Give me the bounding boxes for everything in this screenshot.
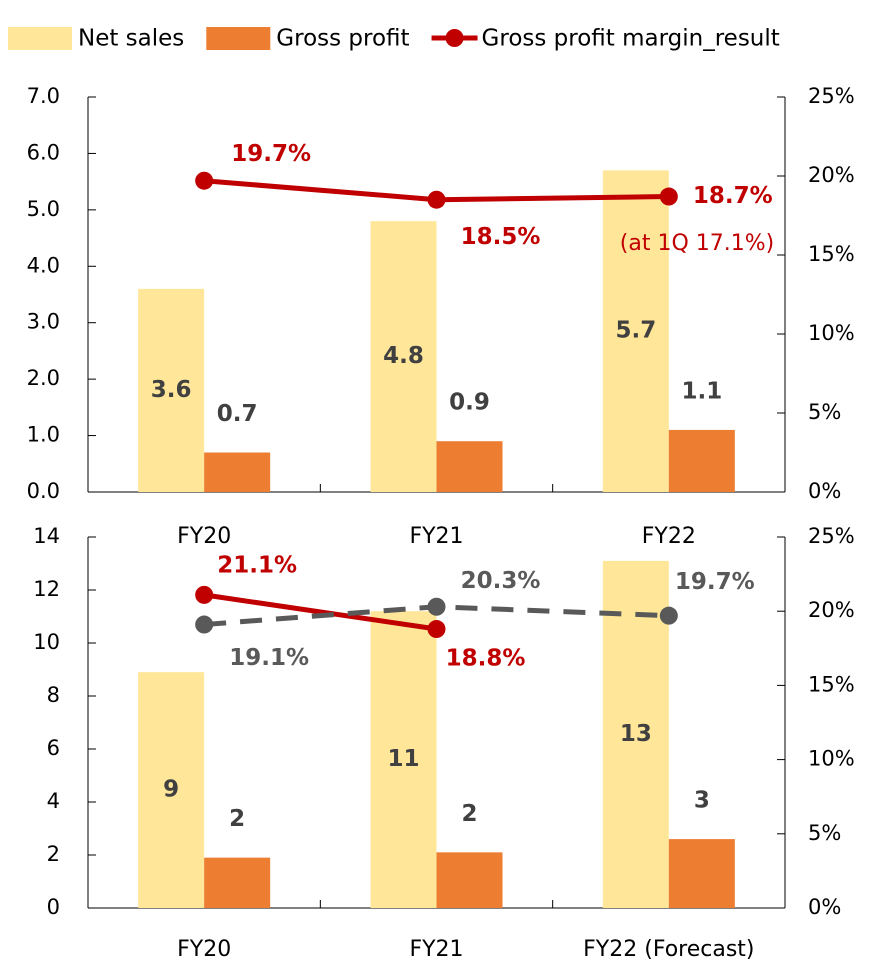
y2-tick-label: 15% [808,672,855,696]
y2-tick-label: 15% [808,242,855,266]
y2-tick-label: 0% [808,895,841,919]
line-point [195,615,214,634]
legend-label: Gross profit [276,26,409,52]
bar [436,441,503,492]
line-label: 20.3% [461,568,541,594]
bar [668,839,735,908]
x-tick-label: FY21 [409,524,463,549]
x-tick-label: FY22 [642,524,696,549]
bar-label: 1.1 [681,378,722,404]
y2-tick-label: 5% [808,400,841,424]
annotation: (at 1Q 17.1%) [620,231,774,256]
line [203,592,437,632]
y2-tick-label: 25% [808,84,855,108]
bar-label: 0.9 [449,390,490,416]
y2-tick-label: 0% [808,479,841,503]
line-point [427,620,446,639]
bar-label: 4.8 [383,343,424,369]
y-tick-label: 12 [33,577,60,601]
y-tick-label: 4.0 [27,253,60,277]
bar-label: 11 [387,746,419,772]
x-tick-label: FY20 [177,937,231,962]
y-tick-label: 14 [33,524,60,548]
bar [602,560,669,908]
line-label: 19.7% [231,141,311,167]
bar [204,857,271,908]
x-tick-label: FY21 [409,937,463,962]
bar [138,288,205,492]
y-tick-label: 5.0 [27,197,60,221]
y-tick-label: 6 [47,736,60,760]
y-tick-label: 2 [47,842,60,866]
y-tick-label: 0 [47,895,60,919]
line-label: 21.1% [217,552,297,578]
bar-label: 0.7 [217,401,258,427]
line-point [659,606,678,625]
line-label: 18.8% [446,646,526,672]
y-tick-label: 2.0 [27,366,60,390]
line-label: 18.7% [693,183,773,209]
legend-swatch [206,27,271,50]
bar [138,672,205,908]
bar [204,452,271,492]
y-tick-label: 0.0 [27,479,60,503]
legend-swatch [8,27,72,50]
legend-label: Gross profit margin_result [482,26,780,52]
bar-label: 13 [620,721,652,747]
y-tick-label: 3.0 [27,310,60,334]
y2-tick-label: 10% [808,321,855,345]
legend-marker [445,29,464,47]
bar-label: 5.7 [615,318,656,344]
x-tick-label: FY20 [177,524,231,549]
y-tick-label: 8 [47,683,60,707]
y2-tick-label: 5% [808,821,841,845]
line-point [659,187,678,206]
line-point [427,597,446,616]
line-label: 19.1% [229,645,309,671]
y2-tick-label: 10% [808,747,855,771]
bar-label: 2 [461,801,477,827]
bar-label: 9 [163,777,179,803]
bar-label: 3.6 [151,377,192,403]
x-tick-label: FY22 (Forecast) [583,937,754,962]
legend-label: Net sales [78,26,184,52]
y-tick-label: 4 [47,789,60,813]
bar-label: 3 [694,788,710,814]
y2-tick-label: 20% [808,163,855,187]
line-label: 19.7% [675,569,755,595]
y-tick-label: 6.0 [27,140,60,164]
y2-tick-label: 25% [808,524,855,548]
y2-tick-label: 20% [808,598,855,622]
line-label: 18.5% [461,224,541,250]
bar [370,611,437,908]
line-point [195,171,214,190]
bar-label: 2 [229,806,245,832]
line-point [427,190,446,209]
y-tick-label: 1.0 [27,423,60,447]
bar [370,221,437,492]
y-tick-label: 10 [33,630,60,654]
bar [602,170,669,492]
bar [668,429,735,492]
line-point [195,585,214,604]
bar [436,852,503,908]
y-tick-label: 7.0 [27,84,60,108]
